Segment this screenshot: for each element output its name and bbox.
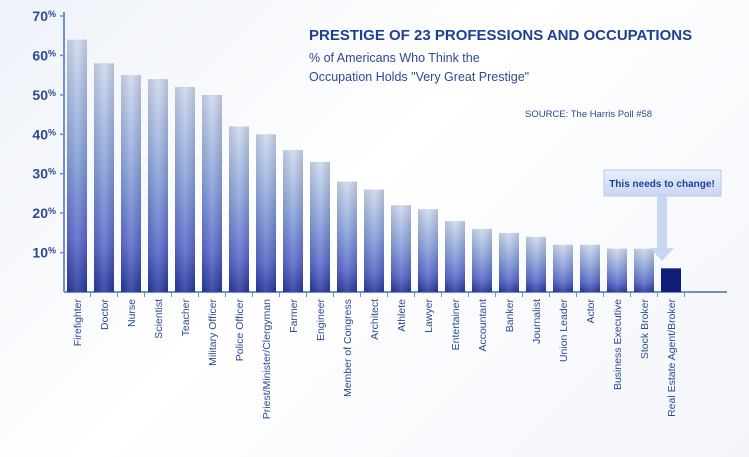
x-tick-label: Member of Congress xyxy=(342,299,354,397)
x-tick-label: Banker xyxy=(504,299,516,333)
bar-shading xyxy=(229,126,249,293)
x-tick-label: Accountant xyxy=(477,299,489,352)
x-tick-label: Real Estate Agent/Broker xyxy=(666,299,678,417)
bar-shading xyxy=(310,161,330,292)
y-tick-label: 70% xyxy=(32,8,56,24)
y-tick-label: 40% xyxy=(32,126,56,142)
x-tick-label: Athlete xyxy=(396,299,408,332)
x-tick-label: Firefighter xyxy=(72,298,84,346)
x-tick-label: Doctor xyxy=(99,299,111,330)
y-tick-label: 30% xyxy=(32,166,56,182)
x-tick-label: Military Officer xyxy=(207,299,219,366)
bar-shading xyxy=(607,248,627,292)
y-tick-label: 10% xyxy=(32,245,56,261)
x-tick-label: Journalist xyxy=(531,299,543,344)
bar-shading xyxy=(553,244,573,292)
label-layer: Firefighter Doctor Nurse Scientist Teacher Mi… xyxy=(72,298,678,419)
bar-shading xyxy=(67,39,87,293)
x-tick-label: Lawyer xyxy=(423,299,435,333)
bar-shading xyxy=(202,94,222,292)
bar-shading xyxy=(337,181,357,292)
bar-shading xyxy=(445,221,465,292)
x-tick-label: Farmer xyxy=(288,299,300,333)
bar-shading xyxy=(472,228,492,292)
bar-shading xyxy=(391,205,411,292)
x-tick-label: Scientist xyxy=(153,299,165,339)
bar-shading xyxy=(499,232,519,292)
x-tick-label: Business Executive xyxy=(612,299,624,390)
x-tick-label: Actor xyxy=(585,299,597,324)
y-tick-label: 50% xyxy=(32,87,56,103)
annotation-arrow-shaft xyxy=(657,196,667,248)
bar-shading xyxy=(283,150,303,292)
x-tick-label: Teacher xyxy=(180,299,192,337)
x-tick-label: Priest/Minister/Clergyman xyxy=(261,299,273,419)
x-tick-label: Entertainer xyxy=(450,299,462,351)
bar-shading xyxy=(148,79,168,292)
x-tick-label: Engineer xyxy=(315,298,327,341)
annotation-text: This needs to change! xyxy=(609,179,715,190)
chart-subtitle-line2: Occupation Holds "Very Great Prestige" xyxy=(309,70,529,84)
annotation-arrow-head xyxy=(650,248,674,261)
chart-source: SOURCE: The Harris Poll #58 xyxy=(525,109,652,120)
bar xyxy=(661,268,681,292)
bar-shading xyxy=(418,209,438,292)
y-tick-label: 20% xyxy=(32,205,56,221)
bar-shading xyxy=(175,86,195,292)
bar-shading xyxy=(364,189,384,292)
annotation-box xyxy=(603,169,722,197)
bar-shading xyxy=(634,248,654,292)
bar-shading xyxy=(580,244,600,292)
chart-title: PRESTIGE OF 23 PROFESSIONS AND OCCUPATIO… xyxy=(309,27,692,44)
annotation-callout: This needs to change! xyxy=(603,169,722,261)
y-tick-label: 60% xyxy=(32,47,56,63)
x-tick-label: Stock Broker xyxy=(639,299,651,360)
bar-shading xyxy=(256,134,276,292)
bar-shading xyxy=(526,236,546,292)
x-tick-label: Union Leader xyxy=(558,298,570,362)
bar-shading xyxy=(121,75,141,293)
x-tick-label: Architect xyxy=(369,299,381,340)
bar-layer xyxy=(67,39,681,293)
x-tick-label: Nurse xyxy=(126,299,138,327)
chart-subtitle-line1: % of Americans Who Think the xyxy=(309,51,480,65)
x-tick-label: Police Officer xyxy=(234,299,246,362)
bar-shading xyxy=(94,63,114,292)
